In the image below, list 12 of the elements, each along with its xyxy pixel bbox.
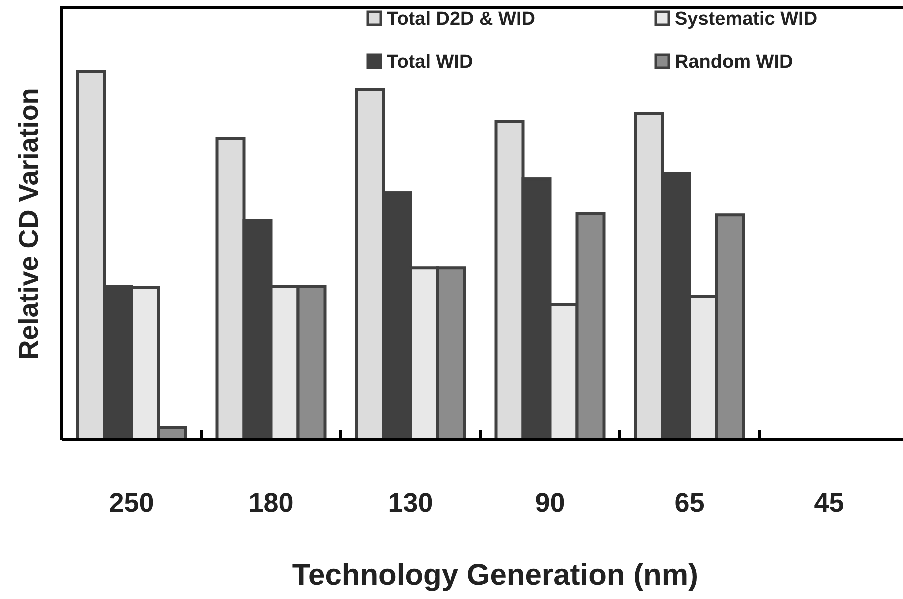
x-tick-label: 130 [388, 488, 434, 518]
legend-label: Total D2D & WID [387, 9, 536, 30]
x-tick-label: 45 [814, 488, 844, 518]
x-tick-label: 65 [674, 488, 705, 518]
legend-label: Systematic WID [675, 9, 818, 30]
legend-label: Total WID [387, 52, 474, 73]
x-axis-title: Technology Generation (nm) [292, 559, 699, 592]
x-tick-label: 180 [248, 488, 294, 518]
x-tick-label: 90 [535, 488, 566, 518]
y-axis-title: Relative CD Variation [14, 88, 44, 360]
legend-label: Random WID [675, 52, 794, 73]
x-tick-label: 250 [109, 488, 154, 518]
